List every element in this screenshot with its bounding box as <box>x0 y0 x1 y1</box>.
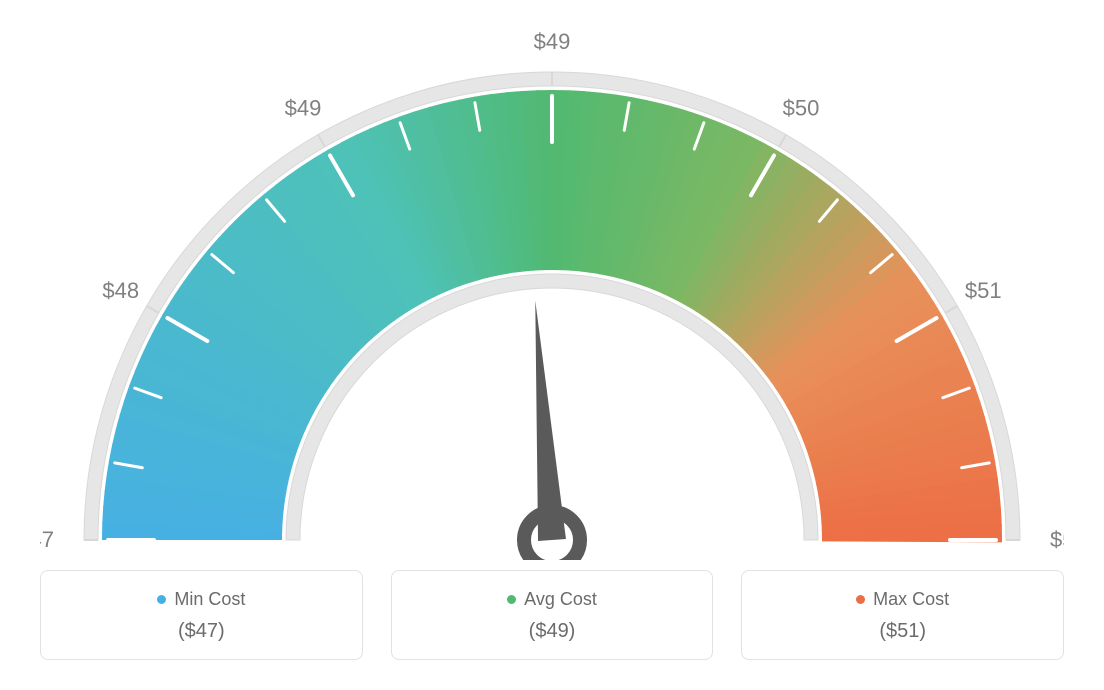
legend-label-max: Max Cost <box>873 589 949 610</box>
gauge-needle <box>535 301 566 541</box>
legend-dot-avg <box>507 595 516 604</box>
legend-dot-min <box>157 595 166 604</box>
legend-card-min: Min Cost ($47) <box>40 570 363 660</box>
legend-card-avg: Avg Cost ($49) <box>391 570 714 660</box>
gauge-tick-label: $51 <box>965 278 1002 303</box>
gauge-tick-label: $51 <box>1050 527 1064 552</box>
legend-dot-max <box>856 595 865 604</box>
gauge-tick-label: $48 <box>102 278 139 303</box>
cost-gauge: $47 $48 $49 $49 $50 $51 $51 <box>40 20 1064 560</box>
gauge-tick-label: $50 <box>783 96 820 121</box>
gauge-tick-label: $49 <box>285 96 322 121</box>
legend-label-avg: Avg Cost <box>524 589 597 610</box>
legend-row: Min Cost ($47) Avg Cost ($49) Max Cost (… <box>40 570 1064 660</box>
gauge-tick-label: $49 <box>534 29 571 54</box>
legend-value-avg: ($49) <box>529 620 576 643</box>
legend-value-min: ($47) <box>178 620 225 643</box>
legend-label-min: Min Cost <box>174 589 245 610</box>
legend-card-max: Max Cost ($51) <box>741 570 1064 660</box>
legend-value-max: ($51) <box>879 620 926 643</box>
gauge-tick-label: $47 <box>40 527 54 552</box>
